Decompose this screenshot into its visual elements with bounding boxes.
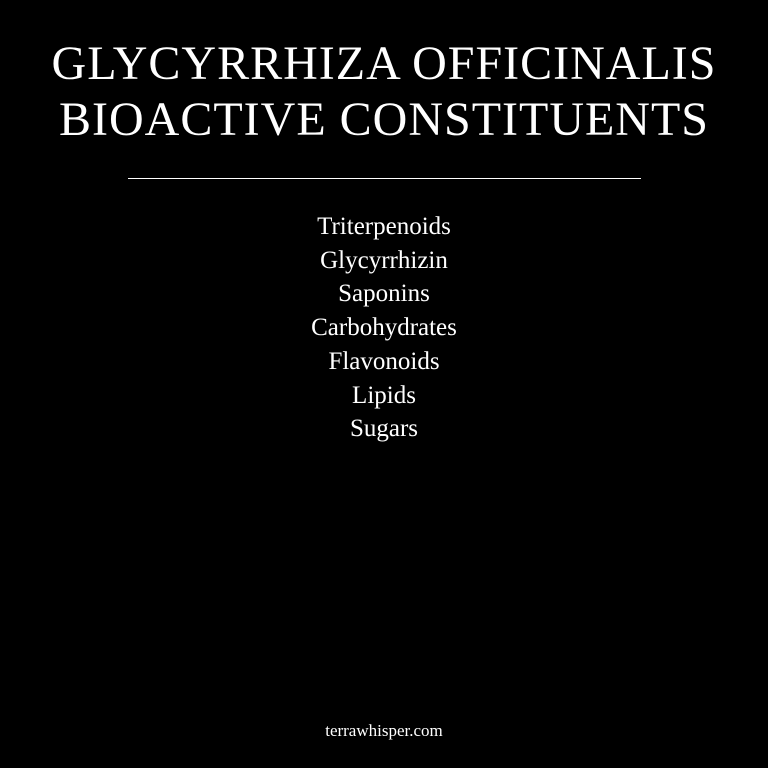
page-title: GLYCYRRHIZA OFFICINALIS BIOACTIVE CONSTI… (0, 36, 768, 148)
list-item: Carbohydrates (311, 314, 457, 342)
title-line-1: GLYCYRRHIZA OFFICINALIS (51, 37, 717, 90)
list-item: Sugars (349, 415, 419, 443)
list-item: Lipids (352, 381, 416, 409)
list-item: Glycyrrhizin (320, 246, 448, 274)
list-item: Triterpenoids (317, 213, 451, 240)
footer-source: terrawhisper.com (325, 721, 443, 740)
title-divider (128, 178, 641, 179)
constituents-list: Triterpenoids Glycyrrhizin Saponins Carb… (0, 210, 768, 446)
title-line-2: BIOACTIVE CONSTITUENTS (59, 93, 709, 146)
list-item: Saponins (338, 280, 430, 308)
list-item: Flavonoids (328, 347, 440, 375)
